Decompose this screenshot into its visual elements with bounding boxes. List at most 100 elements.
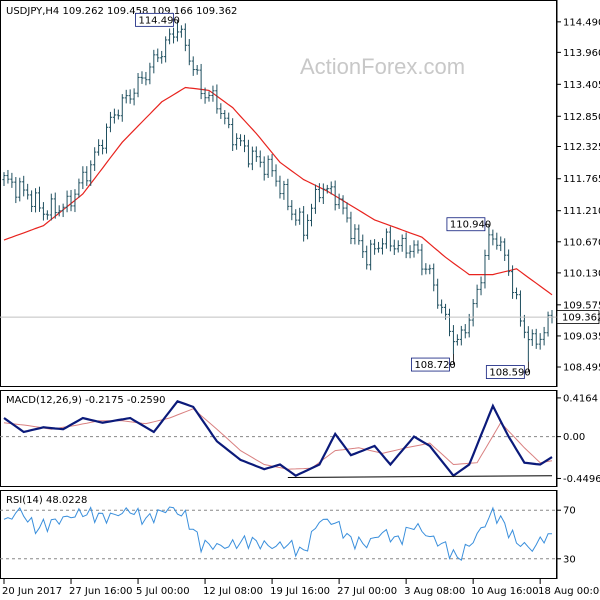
ohlc-bar (227, 112, 231, 129)
ohlc-bar (2, 172, 6, 186)
ohlc-bar (313, 184, 318, 214)
ohlc-bar (294, 209, 298, 226)
ohlc-bar (467, 313, 471, 338)
ohlc-bar (6, 169, 10, 184)
ohlc-bar (479, 276, 483, 296)
macd-tick-label: 0.00 (563, 432, 585, 443)
ohlc-bar (10, 172, 14, 188)
ohlc-bar (156, 48, 160, 63)
current-price-tag: 109.362 (556, 310, 600, 324)
ohlc-bar (483, 249, 487, 289)
rsi-line (3, 506, 552, 562)
ohlc-bar (510, 265, 515, 299)
moving-average-line (3, 86, 553, 296)
ohlc-bar (428, 264, 432, 275)
ohlc-bar (451, 325, 456, 355)
current-price-tag-text: 109.362 (562, 313, 600, 324)
ohlc-bar (179, 25, 184, 38)
ohlc-bar (286, 178, 290, 211)
ohlc-bar (408, 245, 412, 259)
ohlc-bar (53, 192, 57, 219)
macd-axis: 0.4164 0.00 -0.4496 (556, 390, 600, 487)
ohlc-bar (447, 308, 452, 337)
ohlc-bar (69, 189, 73, 212)
ohlc-bar (290, 200, 294, 221)
ohlc-bar (254, 146, 258, 162)
ohlc-bar (522, 314, 527, 339)
ohlc-bar (120, 94, 124, 122)
rsi-tick-label: 70 (563, 506, 576, 517)
ohlc-bar (302, 206, 306, 242)
rsi-axis: 70 30 (556, 490, 576, 579)
price-tick-label: 111.210 (563, 206, 600, 217)
ohlc-bar (278, 175, 282, 199)
ohlc-bar (167, 28, 172, 45)
ohlc-bar (392, 239, 396, 255)
price-tick-label: 110.130 (563, 268, 600, 279)
ohlc-bar (542, 326, 546, 346)
ohlc-bar (534, 328, 538, 349)
ohlc-bar (365, 245, 369, 270)
ohlc-bar (250, 146, 254, 171)
price-annotation: 110.940 (446, 217, 491, 232)
ohlc-bar (219, 103, 223, 119)
ohlc-bar (223, 110, 227, 125)
ohlc-bar (345, 202, 349, 223)
price-annotation: 114.490 (135, 12, 180, 27)
ohlc-bar (459, 325, 463, 346)
ohlc-bar (475, 284, 479, 308)
ohlc-bar (104, 123, 109, 154)
ohlc-bar (171, 27, 176, 44)
ohlc-bar (160, 50, 164, 64)
ohlc-bar (396, 240, 400, 253)
ohlc-bar (57, 205, 61, 217)
ohlc-bar (199, 63, 203, 100)
ohlc-bar (400, 234, 404, 252)
ohlc-bar (29, 190, 34, 213)
macd-main-line (3, 399, 553, 478)
time-axis: 20 Jun 2017 27 Jun 16:00 5 Jul 00:00 12 Jul… (2, 579, 600, 597)
ohlc-bar (491, 229, 495, 246)
ohlc-bar (372, 239, 377, 255)
ohlc-bar (282, 180, 286, 200)
price-annotations: 114.490 110.940 108.720 108.590 (135, 12, 531, 379)
price-axis: 114.490 113.960 113.405 112.850 112.325 111.7… (556, 0, 600, 387)
rsi-label: RSI(14) 48.0228 (6, 495, 87, 506)
ohlc-bar (100, 139, 105, 155)
ohlc-bar (270, 154, 274, 177)
price-tick-label: 108.495 (563, 363, 600, 374)
ohlc-bar (152, 49, 156, 74)
ohlc-bar (495, 232, 499, 250)
macd-label: MACD(12,26,9) -0.2175 -0.2590 (6, 395, 166, 406)
time-tick-label: 3 Aug 08:00 (404, 586, 465, 597)
ohlc-bar (376, 241, 381, 253)
ohlc-bar (337, 193, 341, 209)
price-annotation-label: 110.940 (450, 220, 491, 231)
ohlc-bar (175, 21, 180, 42)
ohlc-bars (2, 21, 554, 362)
rsi-panel: RSI(14) 48.0228 (0, 490, 557, 579)
ohlc-bar (341, 195, 345, 215)
ohlc-bar (22, 175, 26, 197)
ohlc-bar (258, 150, 262, 168)
ohlc-bar (73, 189, 77, 213)
ohlc-bar (357, 224, 361, 245)
price-tick-label: 111.765 (563, 174, 600, 185)
price-tick-label: 109.035 (563, 331, 600, 342)
price-tick-label: 112.325 (563, 142, 600, 153)
ohlc-bar (136, 73, 140, 98)
ohlc-bar (112, 108, 116, 124)
ohlc-bar (148, 62, 152, 85)
ohlc-bar (191, 56, 195, 76)
ohlc-bar (45, 210, 49, 220)
macd-tick-label: -0.4496 (563, 474, 600, 485)
ohlc-bar (412, 240, 416, 258)
ohlc-bar (333, 180, 337, 211)
ohlc-bar (49, 193, 53, 221)
ohlc-bar (487, 226, 491, 260)
ohlc-bar (440, 299, 444, 314)
ohlc-bar (538, 333, 542, 350)
ohlc-bar (231, 118, 235, 151)
ohlc-bar (128, 89, 132, 104)
rsi-tick-label: 30 (563, 554, 576, 565)
